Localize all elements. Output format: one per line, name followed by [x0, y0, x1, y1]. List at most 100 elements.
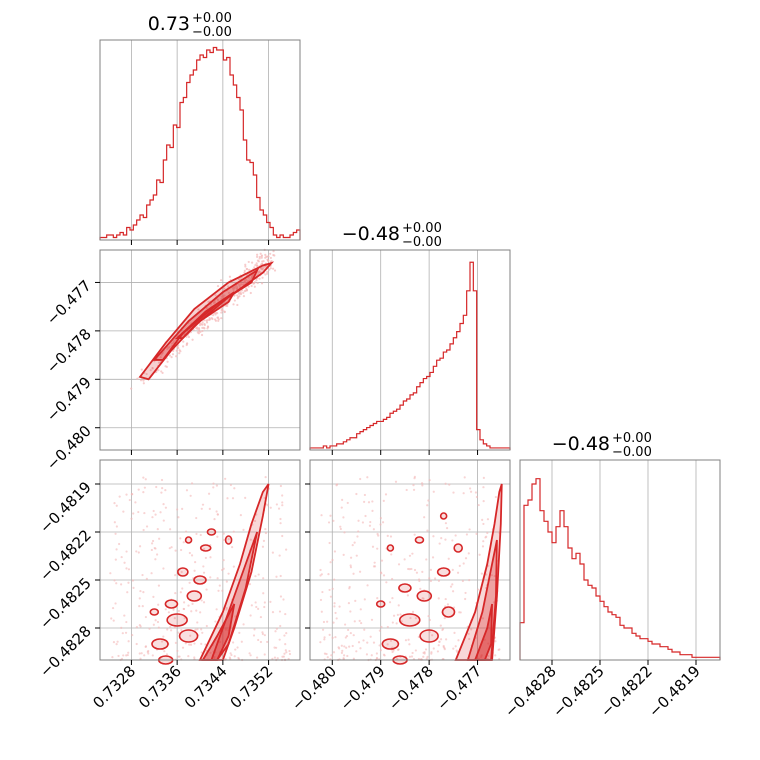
panel-title-plus: +0.00: [192, 11, 232, 26]
contour-island: [178, 629, 199, 643]
sample-point: [337, 646, 340, 649]
sample-point: [151, 516, 154, 519]
sample-point: [229, 652, 232, 655]
sample-point: [206, 327, 209, 330]
sample-point: [118, 495, 121, 498]
sample-point: [281, 655, 284, 658]
sample-point: [125, 620, 128, 624]
x-tick-label: −0.480: [288, 662, 340, 714]
sample-point: [436, 650, 440, 653]
density-contour: [174, 291, 236, 340]
sample-point: [467, 552, 470, 555]
sample-point: [244, 263, 247, 266]
sample-point: [231, 497, 235, 500]
sample-point: [271, 267, 275, 270]
sample-point: [209, 556, 212, 559]
scatter-panel-frame: [99, 459, 301, 661]
sample-point: [170, 546, 173, 549]
sample-point: [273, 646, 276, 649]
sample-point: [131, 579, 135, 582]
sample-point: [490, 574, 493, 577]
sample-point: [443, 648, 446, 651]
sample-point: [266, 640, 269, 644]
sample-point: [222, 567, 225, 570]
sample-point: [154, 513, 157, 516]
sample-point: [240, 640, 243, 643]
panel-title-plus: +0.00: [612, 431, 652, 446]
sample-point: [207, 492, 211, 495]
sample-point: [158, 537, 161, 540]
sample-point: [462, 492, 465, 495]
sample-point: [441, 627, 445, 631]
sample-point: [253, 266, 256, 269]
sample-point: [408, 554, 412, 557]
sample-point: [468, 637, 471, 641]
sample-point: [112, 619, 115, 622]
sample-point: [245, 287, 248, 290]
sample-point: [212, 314, 215, 317]
sample-point: [195, 609, 198, 612]
sample-point: [259, 640, 263, 644]
sample-point: [123, 614, 126, 617]
sample-point: [455, 649, 458, 652]
sample-point: [137, 510, 140, 514]
sample-point: [181, 646, 185, 649]
contour-island: [166, 613, 188, 627]
sample-point: [153, 546, 156, 550]
sample-point: [321, 590, 324, 594]
sample-point: [345, 646, 348, 649]
sample-point: [413, 475, 416, 478]
sample-point: [196, 326, 199, 329]
sample-point: [328, 541, 331, 545]
sample-point: [155, 485, 158, 489]
sample-point: [335, 484, 338, 487]
sample-point: [273, 269, 277, 272]
sample-point: [237, 278, 241, 281]
sample-point: [470, 628, 473, 631]
sample-point: [480, 572, 483, 575]
sample-point: [231, 546, 234, 549]
contour-island: [206, 528, 217, 536]
contour-islands: [375, 512, 463, 665]
sample-point: [208, 317, 211, 320]
sample-point: [448, 483, 451, 486]
sample-point: [349, 566, 353, 569]
sample-point: [494, 495, 497, 499]
sample-point: [269, 252, 272, 255]
sample-point: [256, 656, 259, 659]
sample-point: [451, 539, 454, 542]
sample-point: [355, 650, 358, 653]
sample-point: [349, 556, 353, 559]
sample-point: [439, 624, 442, 627]
panel-title-plus: +0.00: [402, 221, 442, 236]
sample-point: [446, 603, 450, 606]
sample-point: [233, 487, 236, 490]
sample-point: [352, 572, 355, 575]
sample-point: [160, 478, 164, 482]
sample-point: [157, 361, 161, 364]
sample-point: [235, 287, 239, 291]
sample-point: [465, 533, 469, 536]
sample-point: [257, 573, 260, 576]
sample-point: [320, 610, 323, 613]
x-tick-label: −0.4822: [597, 662, 656, 721]
sample-point: [114, 602, 117, 605]
sample-point: [421, 597, 424, 600]
sample-point: [202, 565, 205, 568]
sample-point: [174, 338, 177, 341]
sample-point: [259, 615, 263, 619]
sample-point: [352, 634, 355, 637]
sample-point: [340, 651, 344, 654]
sample-point: [261, 632, 264, 636]
sample-point: [200, 628, 203, 631]
sample-point: [212, 482, 215, 485]
sample-point: [423, 652, 426, 655]
sample-point: [358, 619, 361, 622]
sample-point: [413, 533, 416, 536]
sample-point: [173, 626, 177, 629]
sample-point: [157, 584, 161, 587]
sample-point: [242, 623, 245, 626]
contour-island: [453, 543, 463, 553]
sample-point: [327, 521, 331, 524]
sample-point: [154, 619, 157, 622]
